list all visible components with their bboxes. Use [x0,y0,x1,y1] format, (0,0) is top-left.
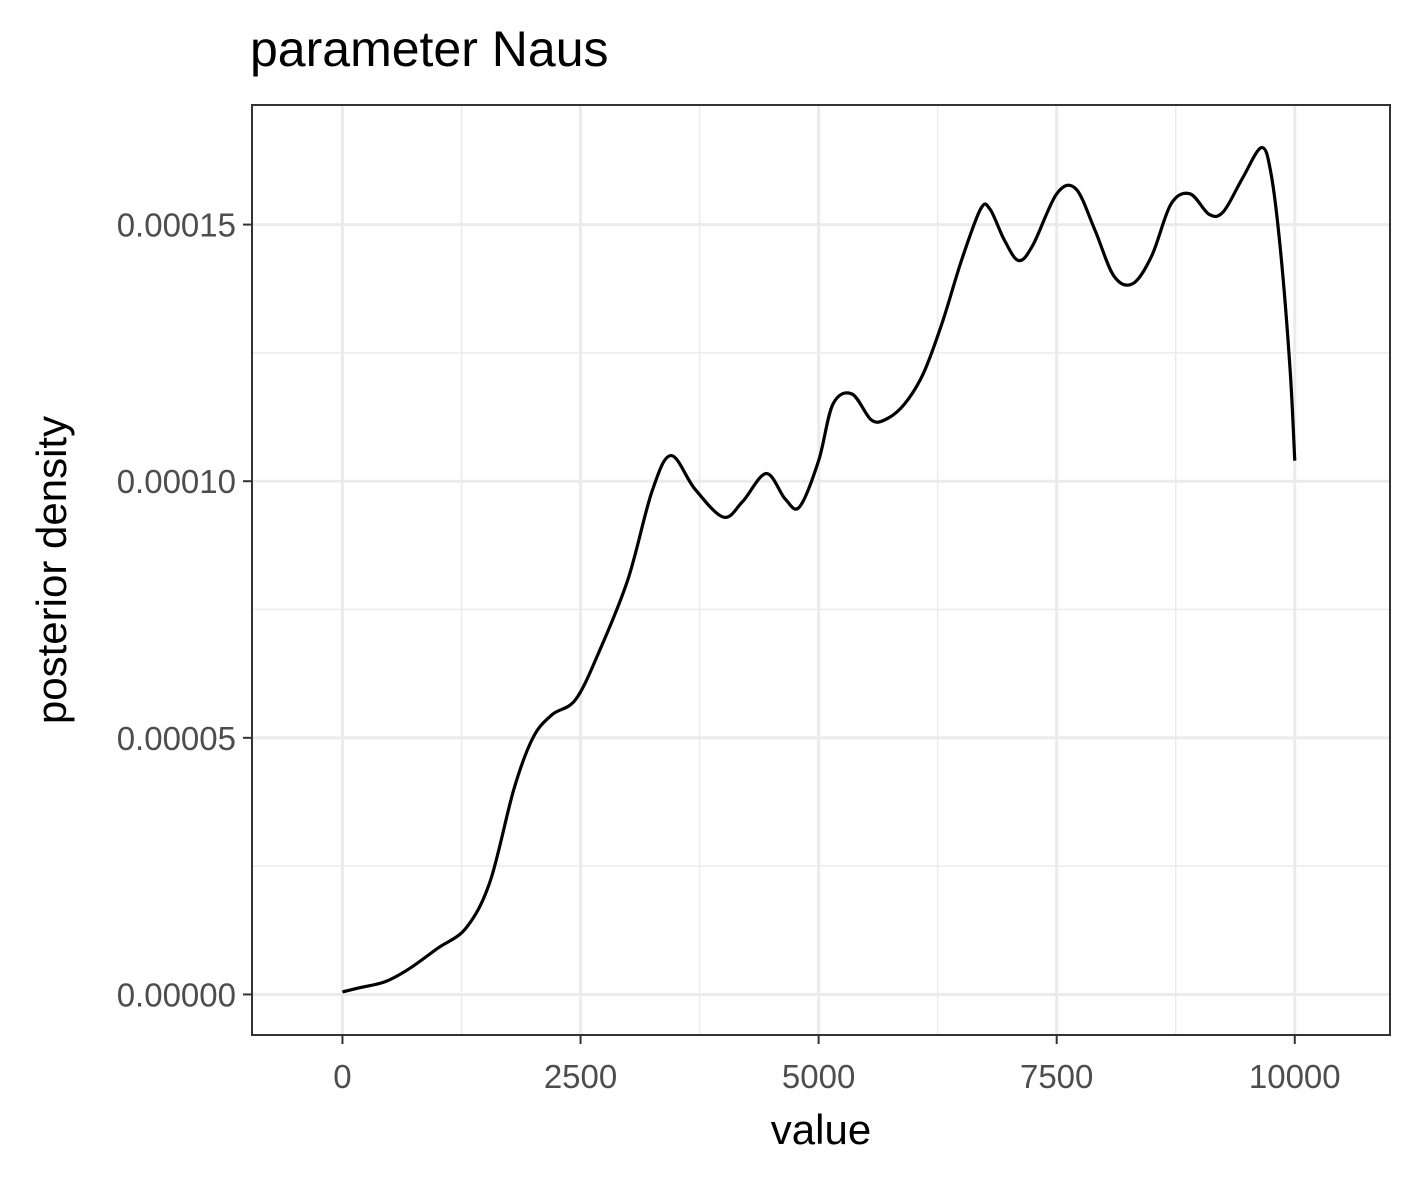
y-axis: 0.00000 0.00005 0.00010 0.00015 [117,207,252,1013]
minor-gridlines [252,105,1390,1035]
x-axis: 0 2500 5000 7500 10000 [333,1035,1341,1095]
y-tick-label: 0.00005 [117,720,236,757]
x-tick-label: 0 [333,1058,351,1095]
plot-border [251,104,1391,1036]
series-layer [342,146,1297,994]
y-tick-label: 0.00000 [117,976,236,1013]
y-axis-title: posterior density [28,416,75,724]
plot-panel [252,105,1390,1035]
y-tick-label: 0.00015 [117,207,236,244]
major-gridlines [252,105,1390,1035]
chart-title: parameter Naus [250,21,609,77]
x-axis-title: value [771,1106,871,1153]
x-tick-label: 7500 [1020,1058,1093,1095]
x-tick-label: 2500 [544,1058,617,1095]
x-tick-label: 10000 [1249,1058,1341,1095]
y-tick-label: 0.00010 [117,463,236,500]
x-tick-label: 5000 [782,1058,855,1095]
density-curve [342,146,1297,994]
